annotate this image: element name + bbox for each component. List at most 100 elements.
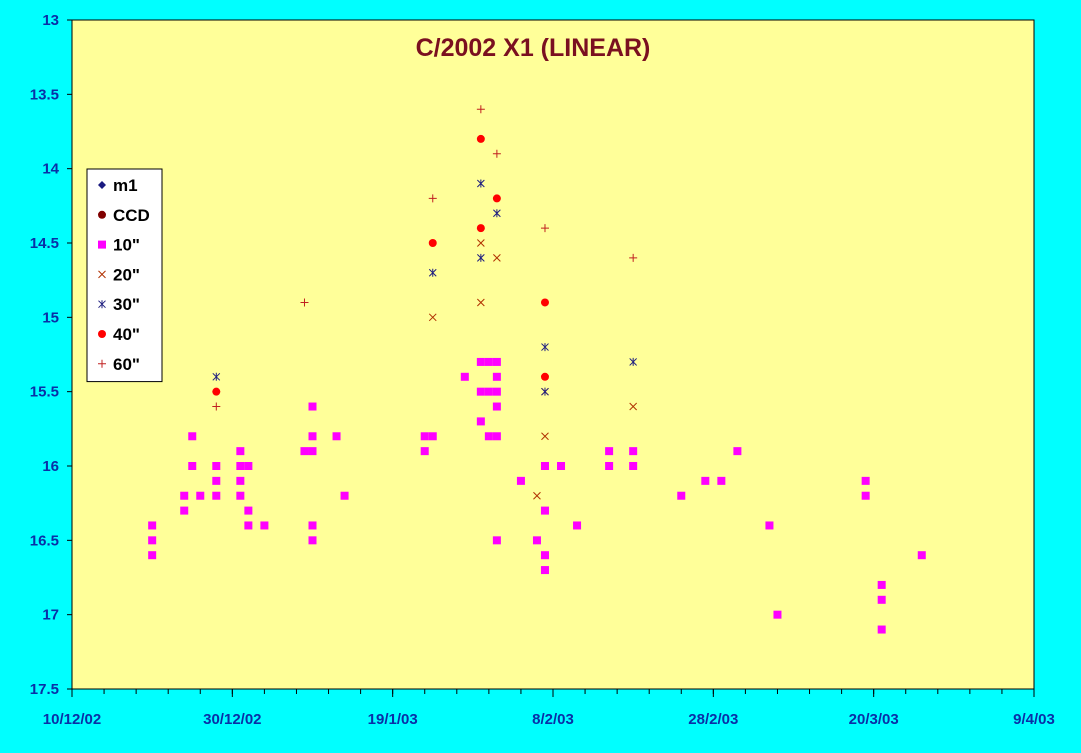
point-2-11 <box>236 447 245 456</box>
point-2-38 <box>492 372 501 381</box>
point-2-20 <box>308 402 317 411</box>
point-2-55 <box>677 491 686 500</box>
point-2-29 <box>428 432 437 441</box>
point-2-58 <box>733 447 742 456</box>
point-2-66 <box>917 551 926 560</box>
point-2-31 <box>476 357 485 366</box>
point-2-35 <box>484 387 493 396</box>
point-2-53 <box>629 447 638 456</box>
point-2-5 <box>188 432 197 441</box>
y-tick-label-7: 16.5 <box>30 532 59 549</box>
point-2-3 <box>180 491 189 500</box>
point-4-6 <box>541 387 549 396</box>
point-3-4 <box>533 491 541 500</box>
point-2-37 <box>492 357 501 366</box>
point-2-62 <box>861 491 870 500</box>
point-2-64 <box>877 595 886 604</box>
legend-label-2: 10" <box>113 236 140 255</box>
y-tick-label-0: 13 <box>42 12 59 29</box>
point-6-3 <box>476 105 485 114</box>
axes: 13 13.5 14 14.5 15 15.5 16 16.5 17 17.5 10/12/02 30… <box>30 12 1055 728</box>
point-2-36 <box>484 432 493 441</box>
legend-box <box>86 168 163 383</box>
point-5-4 <box>492 194 501 203</box>
point-2-16 <box>244 506 253 515</box>
point-2-17 <box>244 521 253 530</box>
y-tick-label-3: 14.5 <box>30 235 59 252</box>
point-2-27 <box>420 432 429 441</box>
point-3-0 <box>428 313 437 322</box>
point-2-24 <box>308 536 317 545</box>
point-2-18 <box>260 521 269 530</box>
point-2-49 <box>557 462 566 470</box>
point-2-63 <box>877 580 886 589</box>
legend-marker-1 <box>98 210 106 219</box>
point-2-4 <box>180 506 189 515</box>
data-marks <box>148 105 926 634</box>
point-2-39 <box>492 387 501 396</box>
point-2-51 <box>605 447 614 456</box>
point-3-1 <box>476 239 485 247</box>
point-3-7 <box>629 402 638 411</box>
point-5-0 <box>212 387 221 396</box>
point-6-5 <box>540 224 549 233</box>
x-tick-label-5: 20/3/03 <box>849 711 899 728</box>
legend-marker-2 <box>98 240 106 249</box>
point-4-3 <box>476 253 485 262</box>
point-5-3 <box>476 224 485 233</box>
legend-label-6: 60" <box>113 355 140 374</box>
point-2-19 <box>300 447 309 456</box>
point-2-34 <box>484 357 493 366</box>
legend-marker-3 <box>98 270 106 279</box>
point-2-25 <box>332 432 341 441</box>
y-tick-label-2: 14 <box>42 161 59 178</box>
point-3-2 <box>476 298 485 307</box>
y-tick-label-1: 13.5 <box>30 86 59 103</box>
point-2-32 <box>476 387 485 396</box>
point-2-22 <box>308 447 317 456</box>
point-2-40 <box>492 402 501 411</box>
point-2-47 <box>540 551 549 560</box>
point-5-2 <box>476 134 485 143</box>
point-2-48 <box>540 566 549 575</box>
point-2-26 <box>340 491 349 500</box>
point-2-21 <box>308 432 317 441</box>
point-2-56 <box>701 476 710 485</box>
point-6-6 <box>629 253 638 262</box>
legend: m1 CCD 10" 20" 30" 40" 60" <box>86 168 163 383</box>
y-tick-label-9: 17.5 <box>30 681 59 698</box>
point-2-52 <box>605 462 614 470</box>
point-2-43 <box>516 476 525 485</box>
point-2-23 <box>308 521 317 530</box>
point-2-13 <box>236 476 245 485</box>
point-2-41 <box>492 432 501 441</box>
y-tick-label-6: 16 <box>42 458 59 475</box>
point-2-15 <box>244 462 253 470</box>
x-tick-label-1: 30/12/02 <box>203 711 261 728</box>
point-5-6 <box>540 372 549 381</box>
chart-title: C/2002 X1 (LINEAR) <box>416 34 651 62</box>
point-2-30 <box>460 372 469 381</box>
plot-area <box>71 19 1035 690</box>
y-tick-label-4: 15 <box>42 309 59 326</box>
point-4-5 <box>541 343 549 352</box>
legend-marker-6 <box>98 359 106 368</box>
point-6-2 <box>428 194 437 203</box>
legend-marker-5 <box>98 330 106 338</box>
point-2-44 <box>532 536 541 545</box>
point-3-3 <box>493 254 501 262</box>
x-tick-label-4: 28/2/03 <box>688 711 738 728</box>
point-2-8 <box>212 462 221 470</box>
point-2-54 <box>629 462 638 470</box>
y-tick-label-8: 17 <box>42 607 59 624</box>
point-2-9 <box>212 476 221 485</box>
legend-label-5: 40" <box>113 325 140 344</box>
point-6-1 <box>300 298 309 307</box>
x-tick-label-6: 9/4/03 <box>1013 711 1055 728</box>
point-4-1 <box>428 268 437 277</box>
point-4-4 <box>493 209 501 218</box>
point-5-1 <box>428 239 437 247</box>
point-2-33 <box>476 417 485 426</box>
point-6-0 <box>212 402 221 411</box>
point-2-0 <box>148 521 157 530</box>
